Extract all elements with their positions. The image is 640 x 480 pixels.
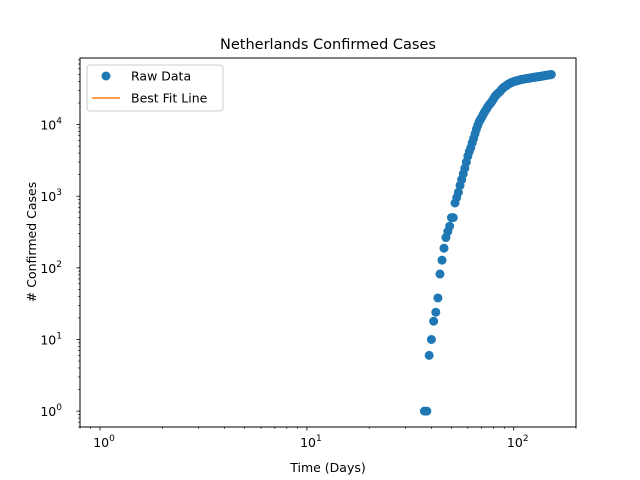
data-point (448, 213, 458, 223)
legend: Raw Data Best Fit Line (86, 64, 224, 112)
data-point (431, 307, 441, 317)
legend-best-fit-line-label: Best Fit Line (131, 91, 208, 106)
y-tick-label: 100 (40, 403, 62, 419)
data-point (429, 316, 439, 326)
legend-raw-data-label: Raw Data (131, 69, 191, 84)
y-tick-label: 103 (40, 188, 62, 204)
data-point (426, 334, 436, 344)
x-axis: 100 101 102 (79, 427, 577, 450)
data-point (437, 255, 447, 265)
data-point (422, 406, 432, 416)
data-point (439, 243, 449, 253)
legend-box (86, 64, 224, 112)
y-tick-label: 101 (40, 331, 62, 347)
data-layer (419, 70, 556, 416)
y-tick-label: 104 (40, 117, 62, 133)
data-point (433, 293, 443, 303)
x-tick-label: 102 (507, 434, 529, 450)
y-axis: 100 101 102 103 104 (40, 59, 80, 428)
chart-title: Netherlands Confirmed Cases (220, 37, 436, 53)
x-axis-label: Time (Days) (289, 460, 366, 475)
legend-raw-data-marker (101, 71, 111, 81)
y-axis-label: # Confirmed Cases (24, 182, 39, 302)
data-point (546, 70, 556, 80)
y-tick-label: 102 (40, 260, 62, 276)
data-point (453, 187, 463, 197)
data-point (435, 269, 445, 279)
data-point (424, 350, 434, 360)
plot-frame (79, 57, 577, 428)
x-tick-label: 101 (300, 434, 322, 450)
x-tick-label: 100 (93, 434, 115, 450)
data-point (445, 221, 455, 231)
